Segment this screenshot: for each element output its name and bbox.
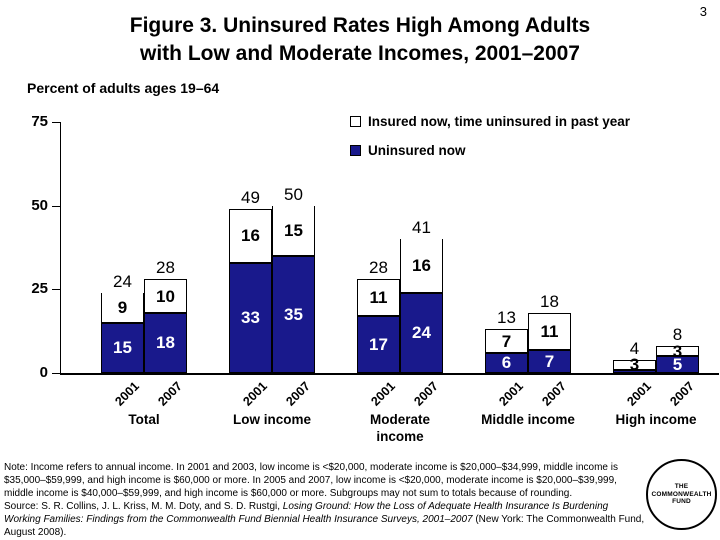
segment-value: 35 xyxy=(284,304,303,324)
y-axis xyxy=(60,122,61,373)
bar-segment-time-uninsured: 11 xyxy=(357,279,400,317)
bar-segment-uninsured-now: 7 xyxy=(528,349,571,373)
chart-title-line1: Figure 3. Uninsured Rates High Among Adu… xyxy=(129,14,591,37)
y-axis-tick xyxy=(52,373,60,374)
bar-total-label: 28 xyxy=(156,258,175,278)
segment-value: 16 xyxy=(412,255,431,275)
category-label: Middle income xyxy=(481,412,575,427)
legend: Insured now, time uninsured in past year… xyxy=(350,112,630,170)
logo-text: COMMONWEALTH xyxy=(651,490,712,498)
x-axis xyxy=(60,373,719,375)
commonwealth-fund-logo: THE COMMONWEALTH FUND xyxy=(646,459,717,530)
segment-value: 9 xyxy=(117,297,128,317)
bar-segment-uninsured-now xyxy=(613,369,656,373)
bar-total-label: 50 xyxy=(284,184,303,204)
source-prefix: Source: S. R. Collins, J. L. Kriss, M. M… xyxy=(4,501,283,512)
bar-total-label: 24 xyxy=(113,271,132,291)
y-axis-tick xyxy=(52,122,60,123)
bar-segment-uninsured-now: 33 xyxy=(229,262,272,373)
legend-item-uninsured: Uninsured now xyxy=(350,141,630,159)
segment-value: 11 xyxy=(540,321,559,341)
segment-value: 24 xyxy=(412,323,431,343)
segment-value: 7 xyxy=(501,331,512,351)
legend-swatch-white xyxy=(350,115,361,127)
y-axis-tick xyxy=(52,289,60,291)
footnote-note: Note: Income refers to annual income. In… xyxy=(4,462,618,499)
footnote: Note: Income refers to annual income. In… xyxy=(4,461,646,539)
bar-total-label: 8 xyxy=(672,325,683,345)
chart-title-line2: with Low and Moderate Incomes, 2001–2007 xyxy=(140,42,580,65)
category-label: High income xyxy=(615,412,697,427)
segment-value: 33 xyxy=(241,308,260,328)
bar-segment-time-uninsured: 9 xyxy=(101,292,144,323)
segment-value: 10 xyxy=(156,286,175,306)
bar-total-label: 49 xyxy=(241,188,260,207)
bar-total-label: 4 xyxy=(629,338,640,358)
segment-value: 11 xyxy=(369,288,388,308)
bar-segment-uninsured-now: 24 xyxy=(400,292,443,373)
bar-segment-time-uninsured: 16 xyxy=(229,209,272,263)
bar-segment-uninsured-now: 18 xyxy=(144,312,187,373)
segment-value: 6 xyxy=(501,353,512,373)
bar-segment-time-uninsured: 7 xyxy=(485,329,528,353)
legend-swatch-navy xyxy=(350,144,361,156)
segment-value: 3 xyxy=(672,341,683,361)
bar-segment-uninsured-now: 5 xyxy=(656,356,699,373)
bar-segment-time-uninsured: 3 xyxy=(656,343,699,360)
logo-text: FUND xyxy=(672,498,691,506)
bar-segment-time-uninsured: 15 xyxy=(272,205,315,256)
y-axis-label: 0 xyxy=(39,364,48,381)
segment-value: 15 xyxy=(284,220,303,240)
axis-units-label: Percent of adults ages 19–64 xyxy=(27,80,220,96)
bar-segment-uninsured-now: 6 xyxy=(485,352,528,373)
segment-value: 5 xyxy=(672,355,683,375)
bar-segment-time-uninsured: 16 xyxy=(400,239,443,293)
logo-text: THE xyxy=(674,483,689,491)
bar-segment-uninsured-now: 15 xyxy=(101,322,144,373)
bar-total-label: 13 xyxy=(497,308,516,328)
category-label: Moderate income xyxy=(369,412,430,444)
category-label: Low income xyxy=(232,412,311,427)
segment-value: 16 xyxy=(241,226,260,246)
legend-item-insured: Insured now, time uninsured in past year xyxy=(350,112,630,130)
bar-total-label: 28 xyxy=(369,258,388,278)
bar-segment-time-uninsured: 3 xyxy=(613,356,656,373)
y-axis-label: 25 xyxy=(31,280,48,298)
segment-value: 3 xyxy=(629,355,640,375)
bar-segment-uninsured-now: 35 xyxy=(272,255,315,373)
legend-label: Insured now, time uninsured in past year xyxy=(368,113,631,129)
y-axis-label: 75 xyxy=(31,113,48,130)
segment-value: 17 xyxy=(369,335,388,355)
segment-value: 7 xyxy=(544,351,555,371)
bar-total-label: 41 xyxy=(412,218,431,238)
bar-total-label: 18 xyxy=(540,291,559,311)
legend-label: Uninsured now xyxy=(368,142,466,158)
segment-value: 15 xyxy=(113,338,132,358)
slide-number: 3 xyxy=(699,4,707,19)
footnote-source: Source: S. R. Collins, J. L. Kriss, M. M… xyxy=(4,500,646,539)
bar-segment-time-uninsured: 10 xyxy=(144,279,187,313)
segment-value: 18 xyxy=(156,333,175,353)
source-suffix: (New York: The Commonwealth Fund, August… xyxy=(4,514,645,538)
bar-segment-time-uninsured: 11 xyxy=(528,312,571,350)
bar-segment-uninsured-now: 17 xyxy=(357,316,400,373)
source-title: Losing Ground: How the Loss of Adequate … xyxy=(4,501,609,525)
category-label: Total xyxy=(128,412,160,427)
chart-title: Figure 3. Uninsured Rates High Among Adu… xyxy=(0,12,720,68)
y-axis-tick xyxy=(52,205,60,207)
y-axis-label: 50 xyxy=(31,196,48,214)
